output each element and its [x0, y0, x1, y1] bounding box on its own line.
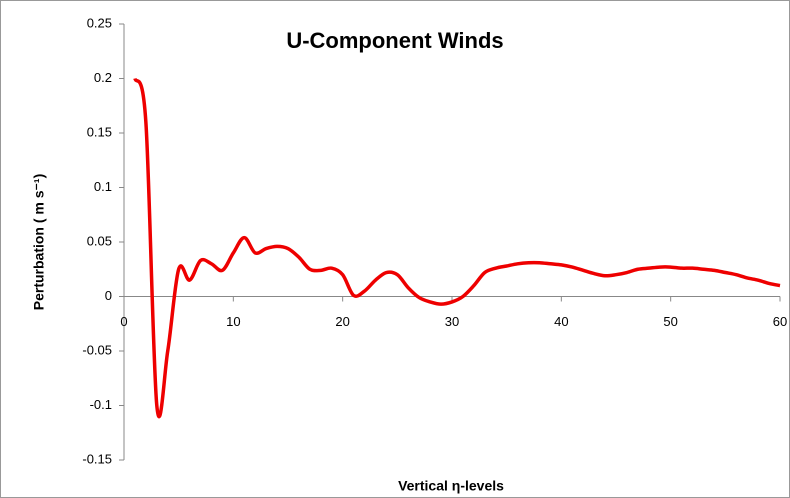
x-tick-label: 30	[445, 314, 459, 329]
y-tick-label: 0	[105, 288, 112, 303]
y-tick-label: 0.05	[87, 233, 112, 248]
y-tick-label: 0.1	[94, 179, 112, 194]
chart-title: U-Component Winds	[286, 28, 503, 53]
x-tick-label: 40	[554, 314, 568, 329]
x-tick-label: 60	[773, 314, 787, 329]
y-axis-label: Perturbation ( m s⁻¹)	[31, 174, 47, 311]
y-tick-label: -0.05	[82, 342, 112, 357]
x-tick-label: 20	[335, 314, 349, 329]
y-tick-label: -0.15	[82, 451, 112, 466]
y-tick-label: 0.2	[94, 70, 112, 85]
x-axis-label: Vertical η-levels	[398, 478, 504, 494]
line	[133, 77, 781, 419]
y-tick-label: -0.1	[90, 397, 112, 412]
x-tick-label: 10	[226, 314, 240, 329]
y-tick-label: 0.25	[87, 15, 112, 30]
x-tick-label: 50	[663, 314, 677, 329]
x-tick-label: 0	[120, 314, 127, 329]
y-tick-label: 0.15	[87, 124, 112, 139]
